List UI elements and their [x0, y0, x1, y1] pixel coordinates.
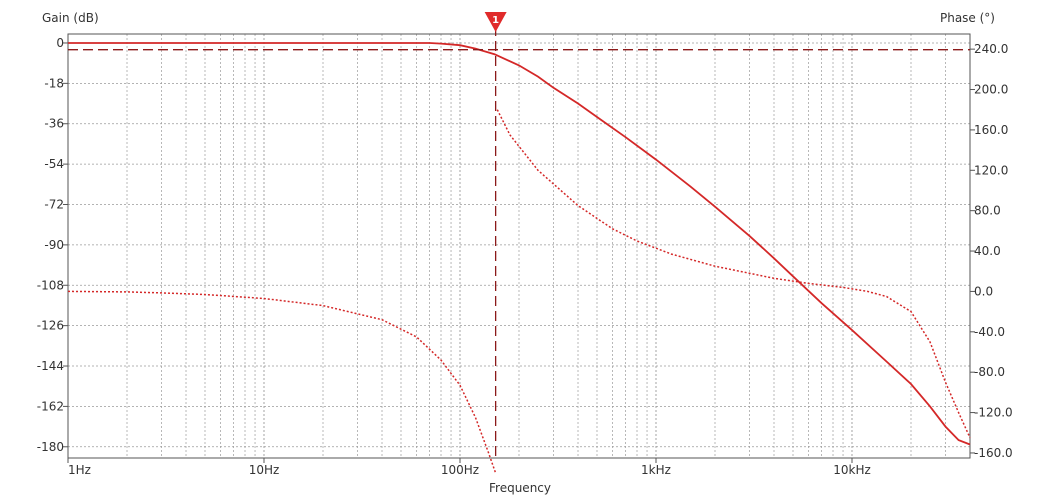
y-left-tick-label: 0	[56, 36, 64, 50]
cursor[interactable]: 1	[68, 12, 970, 458]
y-left-tick-label: -18	[44, 76, 64, 90]
grid	[68, 34, 970, 458]
cursor-marker-label: 1	[492, 15, 499, 26]
y-left-tick-label: -162	[37, 399, 64, 413]
y-left-tick-label: -180	[37, 440, 64, 454]
y-left-tick-label: -72	[44, 197, 64, 211]
y-right-tick-label: -80.0	[974, 365, 1005, 379]
y-right-tick-label: 40.0	[974, 244, 1001, 258]
y-left-tick-label: -36	[44, 117, 64, 131]
y-left-tick-label: -144	[37, 359, 64, 373]
y-right-tick-label: -120.0	[974, 406, 1013, 420]
axes	[67, 33, 971, 459]
y-right-tick-label: -160.0	[974, 446, 1013, 460]
series	[67, 42, 971, 474]
y-right-tick-label: -40.0	[974, 325, 1005, 339]
y-axis-right-title: Phase (°)	[940, 11, 995, 25]
y-right-tick-label: 160.0	[974, 123, 1008, 137]
x-tick-label: 10Hz	[249, 463, 280, 477]
y-right-tick-label: 0.0	[974, 284, 993, 298]
x-axis-title: Frequency	[489, 481, 551, 495]
cursor-marker-icon[interactable]	[484, 12, 507, 32]
x-tick-label: 1kHz	[641, 463, 671, 477]
y-right-tick-label: 200.0	[974, 83, 1008, 97]
y-axis-left-title: Gain (dB)	[42, 11, 99, 25]
y-left-tick-label: -90	[44, 238, 64, 252]
y-left-tick-label: -108	[37, 278, 64, 292]
y-right-tick-label: 80.0	[974, 204, 1001, 218]
x-axis-ticks: 1Hz 10Hz 100Hz 1kHz 10kHz	[67, 458, 871, 477]
y-left-tick-label: -54	[44, 157, 64, 171]
x-tick-label: 1Hz	[68, 463, 91, 477]
y-left-tick-label: -126	[37, 319, 64, 333]
y-axis-right-ticks: 240.0 200.0 160.0 120.0 80.0 40.0 0.0 -40.0 -80.…	[970, 42, 1013, 460]
y-axis-left-ticks: 0 -18 -36 -54 -72 -90 -108 -126 -144 -162 -180	[37, 36, 68, 454]
gain-series-line	[68, 42, 971, 446]
x-tick-label: 100Hz	[441, 463, 479, 477]
phase-series-line	[67, 109, 971, 474]
x-tick-label: 10kHz	[833, 463, 871, 477]
y-right-tick-label: 120.0	[974, 163, 1008, 177]
plot-frame	[67, 33, 971, 459]
y-right-tick-label: 240.0	[974, 42, 1008, 56]
